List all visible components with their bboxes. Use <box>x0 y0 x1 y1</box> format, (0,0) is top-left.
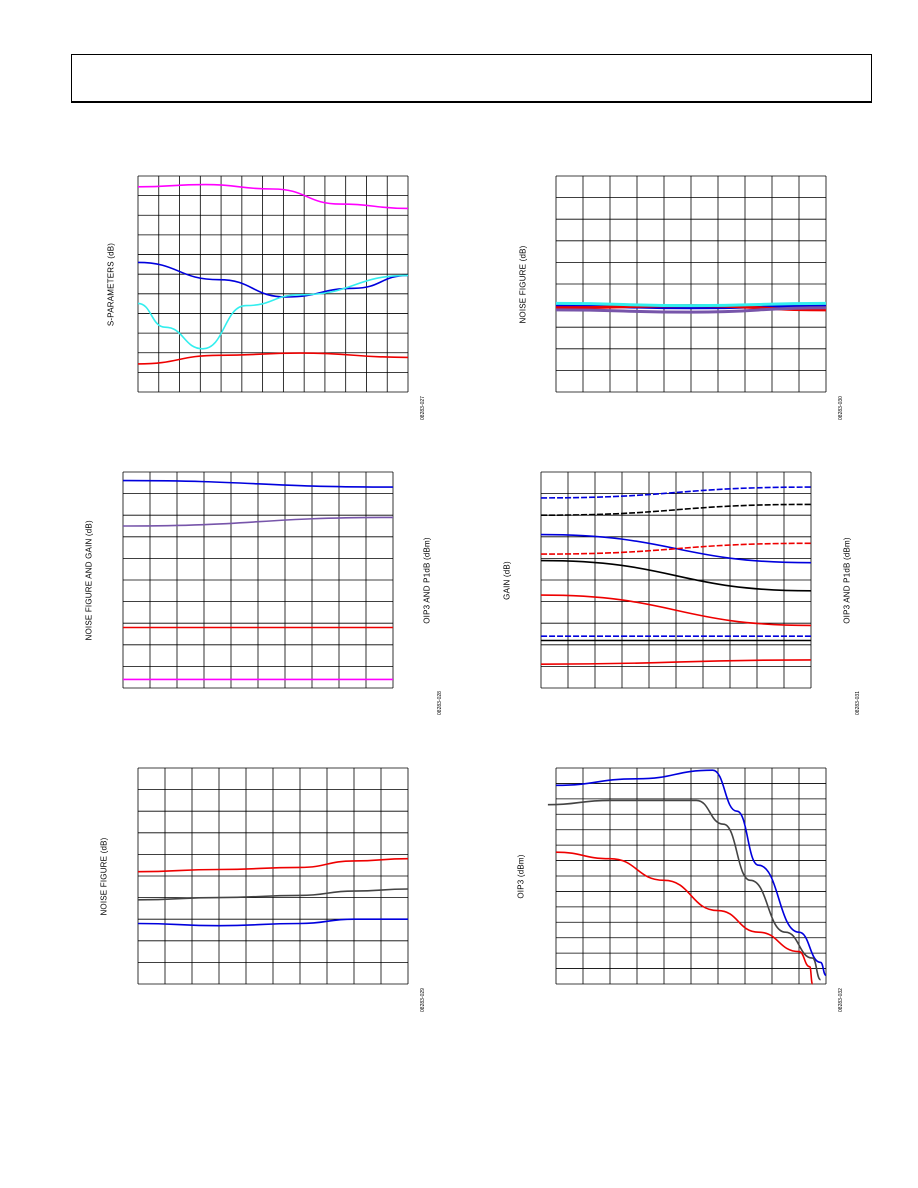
y-axis-label: NOISE FIGURE (dB) <box>518 245 528 324</box>
y-axis-label: OIP3 (dBm) <box>516 854 526 899</box>
grid <box>540 471 812 689</box>
figure-id: 08283-031 <box>855 691 861 715</box>
figure-id: 08283-027 <box>420 396 426 420</box>
figure-id: 08283-030 <box>838 396 844 420</box>
series-line-5 <box>540 594 812 627</box>
series-line-1 <box>122 516 394 527</box>
chart-s-parameters-plot <box>137 175 409 393</box>
series-line-0 <box>540 486 812 499</box>
series-line-1 <box>547 799 822 981</box>
series-line-2 <box>137 918 408 927</box>
chart-noise-figure-bottom-plot <box>137 767 409 985</box>
figure-id: 08283-032 <box>838 988 844 1012</box>
series-line-1 <box>540 503 812 516</box>
y-axis-label-right: OIP3 AND P1dB (dBm) <box>842 537 852 624</box>
page-header-box <box>71 54 872 103</box>
chart-oip3-plot <box>547 767 827 985</box>
figure-id: 08283-028 <box>437 691 443 715</box>
series-line-0 <box>122 479 394 488</box>
series-line-3 <box>555 306 827 314</box>
series-line-0 <box>137 857 409 873</box>
grid <box>137 175 409 393</box>
series-line-2 <box>555 301 827 308</box>
y-axis-label: NOISE FIGURE (dB) <box>99 837 109 916</box>
y-axis-label: GAIN (dB) <box>502 561 512 600</box>
chart-nf-gain-plot <box>122 471 394 689</box>
series-line-0 <box>555 769 827 977</box>
series-line-1 <box>137 888 409 901</box>
chart-noise-figure-top-plot <box>555 175 827 393</box>
series-line-1 <box>137 261 409 298</box>
series-line-2 <box>137 274 409 350</box>
grid <box>555 175 827 393</box>
grid <box>137 767 409 985</box>
y-axis-label: S-PARAMETERS (dB) <box>106 242 116 327</box>
y-axis-label-right: OIP3 AND P1dB (dBm) <box>422 537 432 624</box>
series-line-8 <box>540 659 812 665</box>
grid <box>122 471 394 689</box>
series-line-2 <box>555 851 814 985</box>
grid <box>555 767 827 985</box>
series-line-3 <box>137 352 409 365</box>
y-axis-label: NOISE FIGURE AND GAIN (dB) <box>84 520 94 641</box>
series-line-2 <box>540 533 812 564</box>
series-line-0 <box>137 183 409 210</box>
series-line-3 <box>540 542 812 555</box>
chart-gain-oip3-plot <box>540 471 812 689</box>
series-line-4 <box>540 559 812 592</box>
figure-id: 08283-029 <box>420 988 426 1012</box>
